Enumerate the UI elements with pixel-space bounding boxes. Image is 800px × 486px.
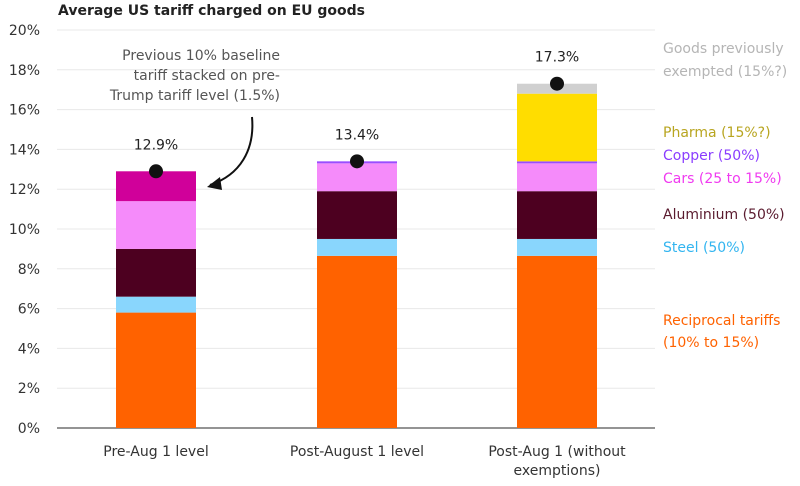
data-label: 13.4% xyxy=(335,127,379,143)
x-tick-label: Post-August 1 level xyxy=(290,444,424,460)
legend-label: exempted (15%?) xyxy=(663,64,787,80)
annotation-text: Previous 10% baseline xyxy=(122,48,280,64)
x-tick-label: Pre-Aug 1 level xyxy=(103,444,208,460)
chart-title: Average US tariff charged on EU goods xyxy=(58,3,365,19)
data-label: 17.3% xyxy=(535,50,579,66)
x-tick-label: Post-Aug 1 (without xyxy=(488,444,626,460)
legend-label: Reciprocal tariffs xyxy=(663,313,780,329)
legend-label: Cars (25 to 15%) xyxy=(663,171,782,187)
y-tick-label: 6% xyxy=(18,302,40,318)
total-marker xyxy=(550,76,564,91)
bar-segment xyxy=(116,201,196,249)
legend-label: (10% to 15%) xyxy=(663,335,759,351)
bar-segment xyxy=(517,255,597,428)
y-tick-label: 18% xyxy=(9,63,40,79)
y-tick-label: 8% xyxy=(18,262,40,278)
arrowhead-icon xyxy=(207,177,222,190)
annotation-text: Trump tariff level (1.5%) xyxy=(109,88,280,104)
legend-label: Copper (50%) xyxy=(663,148,760,164)
bar-segment xyxy=(517,191,597,239)
annotation-text: tariff stacked on pre- xyxy=(134,68,280,84)
total-marker xyxy=(149,164,163,179)
y-tick-label: 14% xyxy=(9,142,40,158)
annotation-arrow xyxy=(209,116,254,186)
legend-label: Steel (50%) xyxy=(663,240,745,256)
bar-segment xyxy=(517,93,597,162)
bar-segment xyxy=(517,161,597,164)
legend-label: Aluminium (50%) xyxy=(663,207,785,223)
total-marker xyxy=(350,154,364,169)
y-tick-label: 10% xyxy=(9,222,40,238)
y-tick-label: 0% xyxy=(18,421,40,437)
x-tick-label: exemptions) xyxy=(514,463,601,479)
data-label: 12.9% xyxy=(134,137,178,153)
bar-segment xyxy=(517,163,597,192)
bar-segment xyxy=(517,238,597,256)
bar-segment xyxy=(317,191,397,239)
bar-segment xyxy=(116,296,196,313)
bar-segment xyxy=(317,255,397,428)
legend-label: Pharma (15%?) xyxy=(663,125,771,141)
y-tick-label: 20% xyxy=(9,23,40,39)
bar-segment xyxy=(116,312,196,428)
bar-segment xyxy=(116,248,196,297)
y-tick-label: 12% xyxy=(9,182,40,198)
bar-segment xyxy=(317,238,397,256)
legend-label: Goods previously xyxy=(663,41,784,57)
y-tick-label: 16% xyxy=(9,103,40,119)
y-tick-label: 4% xyxy=(18,341,40,357)
y-tick-label: 2% xyxy=(18,381,40,397)
